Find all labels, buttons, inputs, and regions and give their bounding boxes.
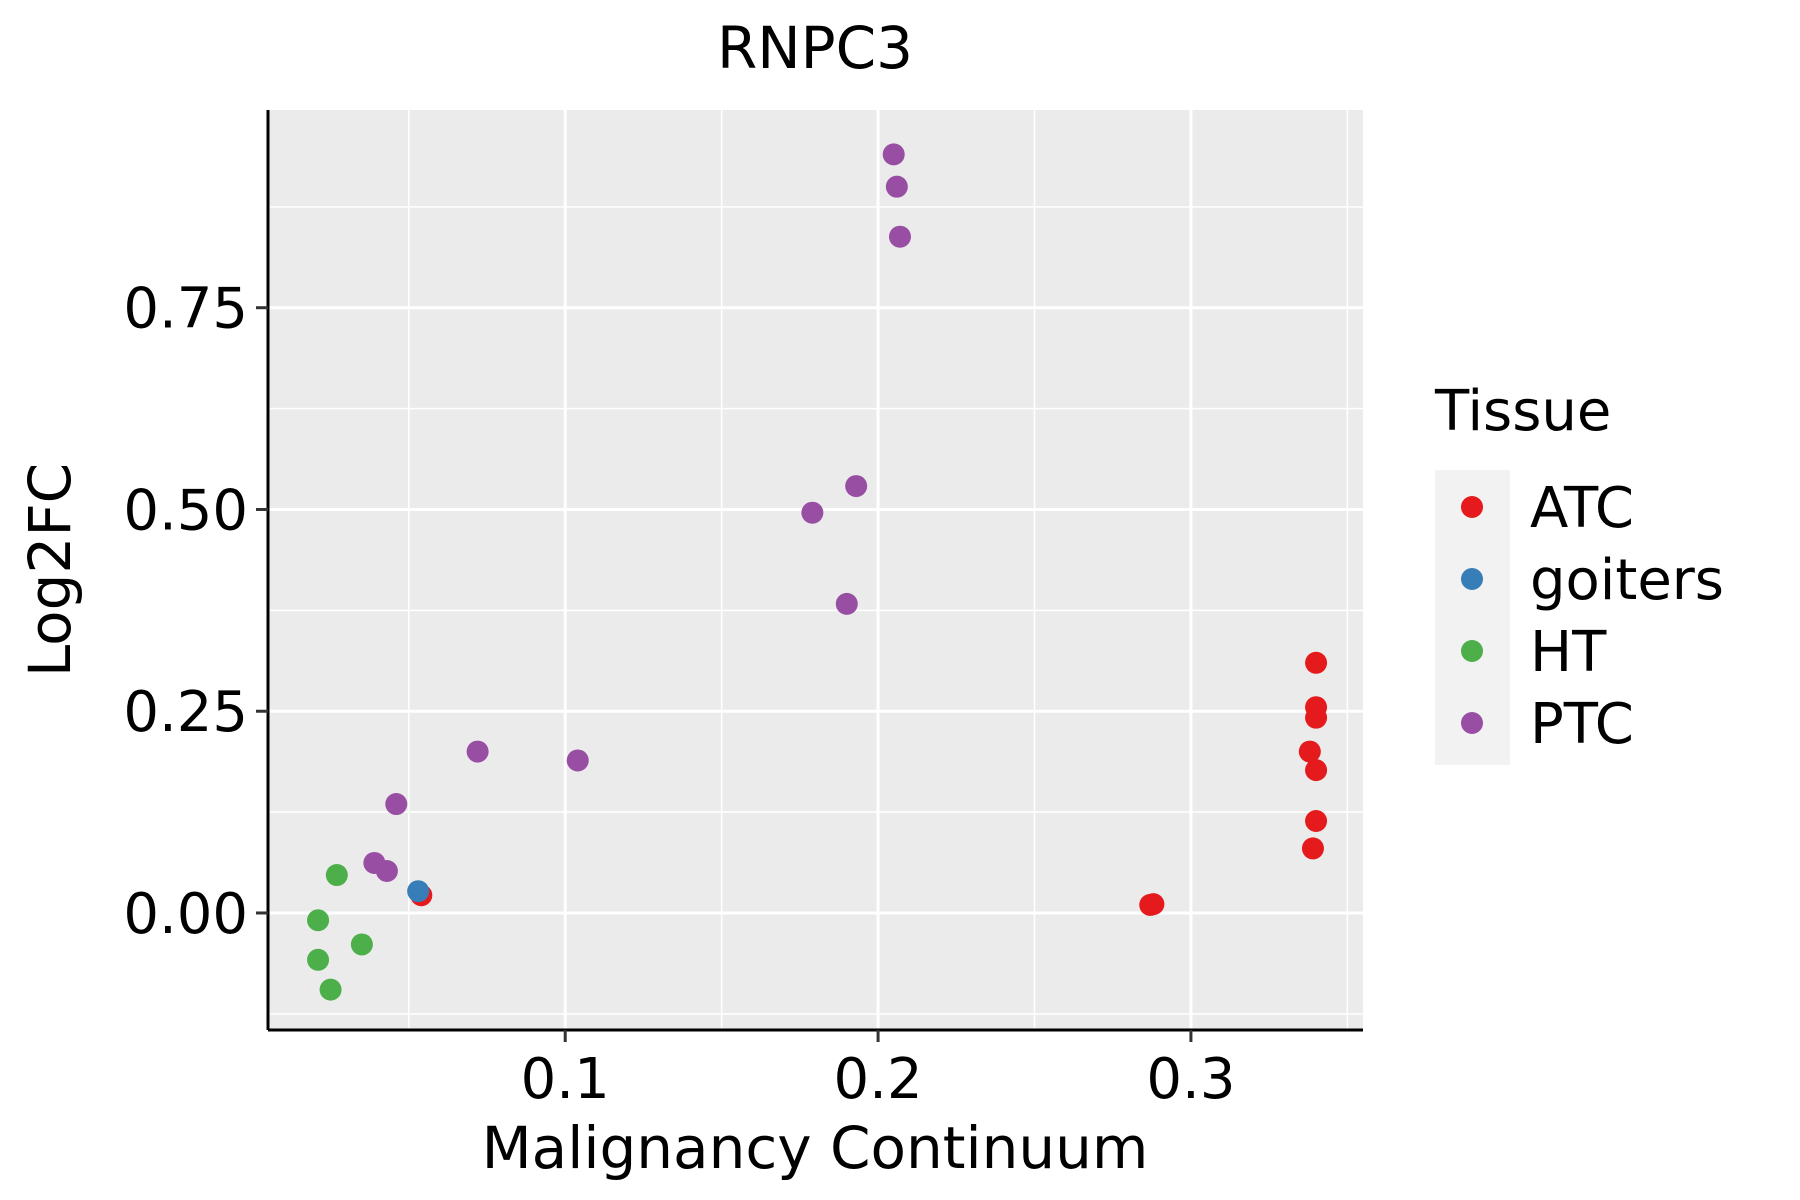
point-atc xyxy=(1305,759,1328,782)
y-axis-label: Log2FC xyxy=(16,463,84,677)
point-ptc xyxy=(835,592,858,615)
legend-key-ptc xyxy=(1461,712,1483,734)
major-gridlines xyxy=(268,110,1363,1030)
point-ptc xyxy=(375,860,398,883)
x-tick-label: 0.1 xyxy=(521,1047,610,1112)
x-tick-label: 0.3 xyxy=(1146,1047,1235,1112)
legend-title: Tissue xyxy=(1434,379,1611,444)
x-tick-label: 0.2 xyxy=(834,1047,923,1112)
x-axis-label: Malignancy Continuum xyxy=(482,1114,1149,1182)
legend-key-atc xyxy=(1461,496,1483,518)
legend-key-ht xyxy=(1461,640,1483,662)
plot-panel xyxy=(268,110,1363,1030)
point-ptc xyxy=(385,793,408,816)
data-points xyxy=(307,143,1328,1001)
point-ptc xyxy=(888,225,911,248)
point-ptc xyxy=(566,749,589,772)
point-ptc xyxy=(845,475,868,498)
legend-key-goiters xyxy=(1461,568,1483,590)
chart-title: RNPC3 xyxy=(717,14,913,82)
point-atc xyxy=(1301,837,1324,860)
point-atc xyxy=(1142,893,1165,916)
legend-label-ht: HT xyxy=(1530,620,1607,685)
point-goiters xyxy=(407,880,430,903)
point-ptc xyxy=(885,175,908,198)
point-ht xyxy=(307,948,330,971)
y-axis-ticks: 0.00 0.25 0.50 0.75 xyxy=(123,277,268,947)
legend-label-atc: ATC xyxy=(1530,476,1634,541)
point-ht xyxy=(307,909,330,932)
point-ptc xyxy=(801,501,824,524)
point-ptc xyxy=(882,143,905,166)
legend: Tissue ATC goiters HT PTC xyxy=(1434,379,1724,765)
point-ptc xyxy=(466,740,489,763)
x-axis-ticks: 0.1 0.2 0.3 xyxy=(521,1030,1235,1112)
minor-gridlines xyxy=(268,110,1363,1030)
y-tick-label: 0.25 xyxy=(123,680,248,745)
y-tick-label: 0.50 xyxy=(123,478,248,543)
point-ht xyxy=(350,933,373,956)
point-atc xyxy=(1305,809,1328,832)
legend-label-goiters: goiters xyxy=(1530,548,1724,613)
legend-items: ATC goiters HT PTC xyxy=(1461,476,1724,757)
legend-label-ptc: PTC xyxy=(1530,692,1634,757)
point-ht xyxy=(319,978,342,1001)
y-tick-label: 0.00 xyxy=(123,882,248,947)
point-ht xyxy=(325,864,348,887)
point-atc xyxy=(1305,706,1328,729)
point-atc xyxy=(1305,651,1328,674)
y-tick-label: 0.75 xyxy=(123,277,248,342)
point-atc xyxy=(1298,740,1321,763)
